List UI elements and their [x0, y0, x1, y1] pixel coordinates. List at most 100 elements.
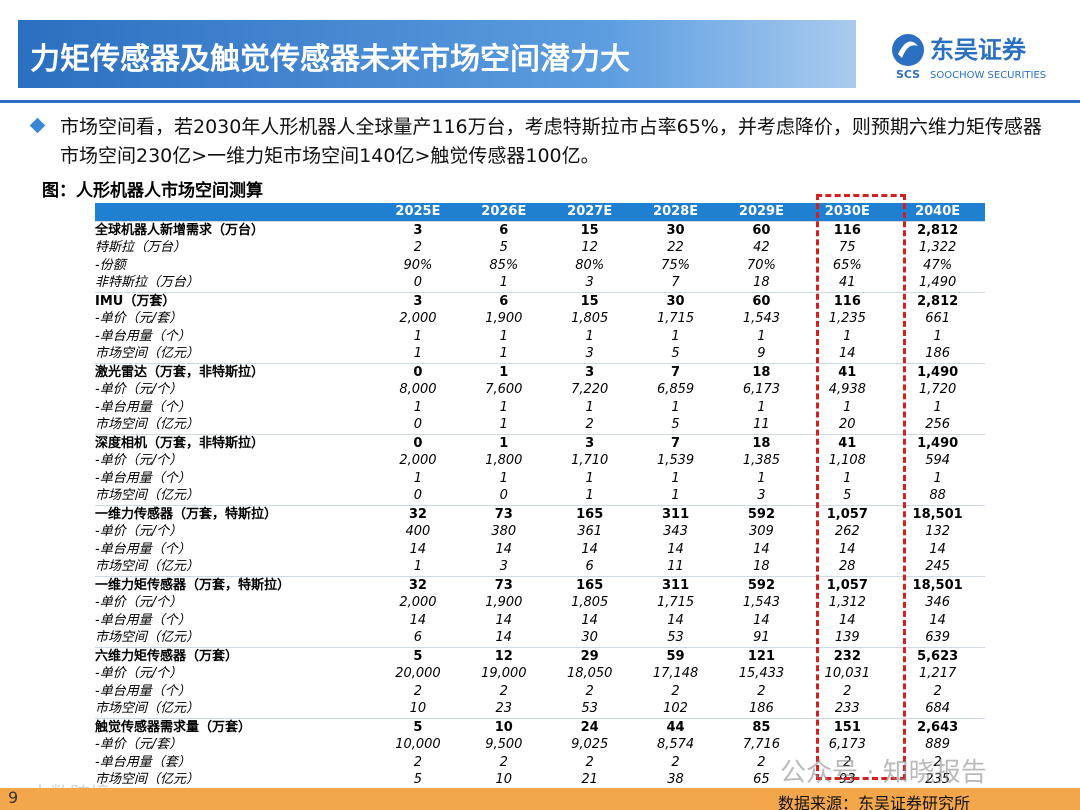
cell: 1,805 — [571, 311, 609, 327]
cell: 2 — [585, 683, 594, 699]
cell: -单价（元/套） — [95, 311, 183, 327]
cell: 18 — [753, 559, 770, 575]
item-row: 市场空间（亿元） 0 1 2 5 11 20 256 — [95, 416, 985, 434]
cell: 2 — [499, 754, 508, 770]
cell: 2 — [933, 754, 942, 770]
cell: 1,715 — [656, 311, 695, 327]
cell: 151 — [804, 717, 891, 736]
logo-swoosh — [898, 41, 918, 58]
cell: 1,710 — [571, 453, 609, 469]
cell: -单台用量（个） — [95, 399, 191, 415]
cell: 市场空间（亿元） — [95, 772, 200, 788]
cell: 88 — [929, 488, 946, 504]
cell: 2 — [843, 683, 852, 699]
item-row: -单价（元/个） 2,000 1,800 1,710 1,539 1,385 1,108 59… — [95, 452, 985, 470]
cell: 1,057 — [804, 504, 891, 523]
cell: 14 — [495, 630, 513, 646]
cell: 73 — [460, 504, 547, 523]
cell: 3 — [546, 433, 633, 452]
cell: 233 — [834, 701, 860, 717]
cell: 59 — [632, 646, 719, 665]
item-row: -单台用量（个） 14 14 14 14 14 14 14 — [95, 612, 985, 630]
cell: -单价（元/个） — [95, 524, 183, 540]
cell: 6 — [585, 559, 594, 575]
logo-name: 东吴证券 — [930, 36, 1027, 64]
cell: 0 — [375, 433, 461, 452]
cell: 309 — [749, 524, 774, 540]
cell: 3 — [585, 346, 594, 362]
cell: 245 — [925, 559, 951, 575]
cell: 3 — [757, 488, 766, 504]
cell: 256 — [925, 417, 951, 433]
item-row: 市场空间（亿元） 0 0 1 1 3 5 88 — [95, 487, 985, 505]
cell: 70% — [746, 257, 776, 273]
cell: 41 — [804, 362, 891, 381]
cell: 1 — [413, 399, 423, 415]
cell: 1 — [499, 470, 508, 486]
cell: 1,490 — [919, 275, 957, 291]
item-row: 市场空间（亿元） 10 23 53 102 186 233 684 — [95, 700, 985, 718]
cell: 41 — [839, 275, 856, 291]
cell: 380 — [491, 524, 517, 540]
item-row: 市场空间（亿元） 6 14 30 53 91 139 639 — [95, 629, 985, 647]
cell: 1 — [460, 433, 547, 452]
cell: 9,500 — [485, 737, 523, 753]
cell: 1,235 — [828, 311, 866, 327]
cell: 0 — [413, 488, 423, 504]
header-row: 2025E 2026E 2027E 2028E 2029E 2030E 2040E — [95, 203, 985, 221]
cell: 1 — [843, 470, 852, 486]
cell: 2 — [585, 417, 594, 433]
cell: 3 — [375, 220, 461, 239]
logo-icon — [892, 34, 924, 66]
header-cell: 2026E — [460, 203, 547, 221]
cell: 1,900 — [485, 595, 523, 611]
cell: 六维力矩传感器（万套） — [95, 646, 375, 665]
cell: 14 — [495, 612, 513, 628]
cell: 5 — [843, 488, 852, 504]
cell: IMU（万套） — [95, 291, 375, 310]
cell: 市场空间（亿元） — [95, 346, 200, 362]
cell: 全球机器人新增需求（万台） — [95, 220, 375, 239]
cell: 1 — [499, 417, 508, 433]
cell: 10,000 — [395, 737, 441, 753]
logo: SCS 东吴证券 SOOCHOW SECURITIES — [892, 34, 1046, 81]
item-row: -单价（元/个） 400 380 361 343 309 262 132 — [95, 523, 985, 541]
cell: 2,812 — [890, 220, 985, 239]
cell: 32 — [375, 575, 461, 594]
cell: 65% — [832, 257, 862, 273]
cell: 1,900 — [485, 311, 523, 327]
cell: 11 — [667, 559, 684, 575]
cell: 2 — [585, 754, 594, 770]
cell: 1 — [757, 470, 766, 486]
bullet-icon — [29, 117, 46, 134]
cell: 30 — [581, 630, 598, 646]
cell: 53 — [667, 630, 684, 646]
cell: 2 — [413, 240, 423, 256]
cell: 1,539 — [656, 453, 695, 469]
cell: 0 — [499, 488, 508, 504]
cell: 14 — [581, 612, 598, 628]
cell: 市场空间（亿元） — [95, 701, 200, 717]
header-cell: 2027E — [546, 203, 633, 221]
cell: 1,490 — [890, 433, 985, 452]
group-row: IMU（万套） 3 6 15 30 60 116 2,812 — [95, 291, 985, 310]
cell: 661 — [925, 311, 951, 327]
cell: 一维力传感器（万套，特斯拉） — [95, 504, 375, 523]
cell: 232 — [804, 646, 891, 665]
cell: 1 — [671, 470, 680, 486]
cell: 14 — [929, 612, 946, 628]
cell: 889 — [925, 737, 951, 753]
cell: 139 — [834, 630, 860, 646]
cell: 7 — [671, 275, 680, 291]
item-row: -单价（元/个） 8,000 7,600 7,220 6,859 6,173 4,938 1,… — [95, 381, 985, 399]
cell: 20,000 — [395, 666, 441, 682]
cell: 1,385 — [742, 453, 781, 469]
cell: 29 — [546, 646, 633, 665]
watermark: 公众号 · 知晓报告 — [780, 758, 987, 788]
cell: 1,715 — [656, 595, 695, 611]
cell: 14 — [409, 612, 427, 628]
cell: -单台用量（个） — [95, 541, 191, 557]
cell: 一维力矩传感器（万套，特斯拉） — [95, 575, 375, 594]
cell: 1 — [585, 488, 594, 504]
cell: 684 — [925, 701, 951, 717]
